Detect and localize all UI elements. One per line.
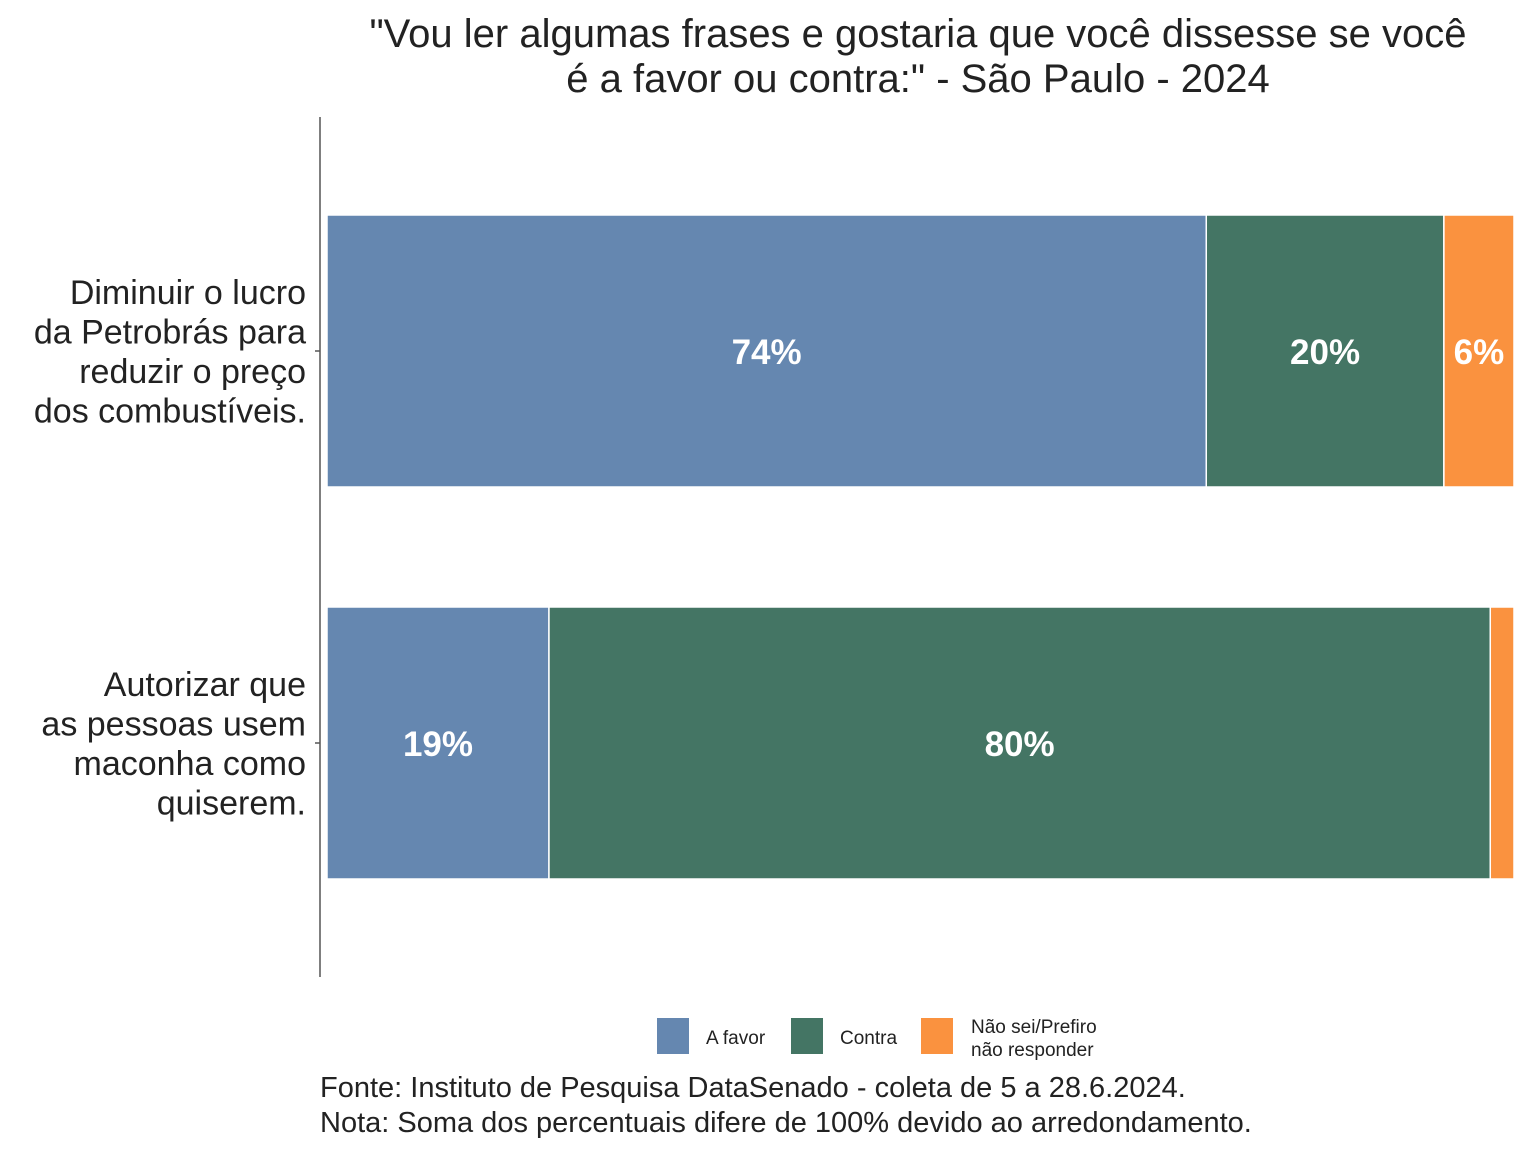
category-label: Autorizar que bbox=[104, 666, 306, 704]
data-label: 20% bbox=[1290, 333, 1360, 372]
legend-label: Não sei/Prefiro bbox=[971, 1017, 1097, 1038]
rounding-note: Nota: Soma dos percentuais difere de 100… bbox=[320, 1107, 1252, 1139]
legend-label: Contra bbox=[840, 1028, 897, 1049]
legend-swatch bbox=[791, 1018, 823, 1054]
category-label: da Petrobrás para bbox=[34, 313, 306, 351]
data-label: 19% bbox=[403, 725, 473, 764]
bar-segment bbox=[1443, 214, 1515, 488]
title-line: é a favor ou contra:" - São Paulo - 2024 bbox=[566, 57, 1270, 101]
bar-segment bbox=[548, 606, 1492, 880]
category-label: maconha como bbox=[74, 745, 306, 783]
source-note: Fonte: Instituto de Pesquisa DataSenado … bbox=[320, 1072, 1186, 1104]
category-label: Diminuir o lucro bbox=[70, 274, 306, 312]
footer-notes: Fonte: Instituto de Pesquisa DataSenado … bbox=[320, 1072, 1252, 1139]
category-label: quiserem. bbox=[157, 784, 306, 822]
title-line: "Vou ler algumas frases e gostaria que v… bbox=[369, 12, 1466, 56]
legend-swatch bbox=[921, 1018, 953, 1054]
category-label: reduzir o preço bbox=[79, 353, 306, 391]
chart-title: "Vou ler algumas frases e gostaria que v… bbox=[369, 12, 1466, 101]
data-label: 80% bbox=[985, 725, 1055, 764]
data-label: 6% bbox=[1454, 333, 1505, 372]
bar-segment bbox=[326, 214, 1208, 488]
category-label: dos combustíveis. bbox=[34, 392, 306, 430]
bar-segment bbox=[1489, 606, 1515, 880]
data-label: 74% bbox=[732, 333, 802, 372]
category-label: as pessoas usem bbox=[41, 705, 306, 743]
legend-label: não responder bbox=[971, 1040, 1094, 1061]
legend-label: A favor bbox=[706, 1028, 766, 1049]
bar-segment bbox=[1205, 214, 1445, 488]
legend-swatch bbox=[657, 1018, 689, 1054]
bar-segment bbox=[326, 606, 550, 880]
